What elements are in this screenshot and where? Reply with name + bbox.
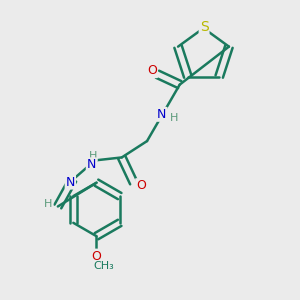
Text: CH₃: CH₃ — [94, 261, 114, 271]
Text: O: O — [92, 250, 101, 262]
Text: H: H — [44, 199, 52, 209]
Text: N: N — [87, 158, 96, 171]
Text: H: H — [88, 151, 97, 161]
Text: S: S — [200, 20, 208, 34]
Text: O: O — [136, 179, 146, 192]
Text: N: N — [157, 108, 167, 121]
Text: H: H — [169, 113, 178, 123]
Text: O: O — [147, 64, 157, 77]
Text: N: N — [66, 176, 75, 189]
